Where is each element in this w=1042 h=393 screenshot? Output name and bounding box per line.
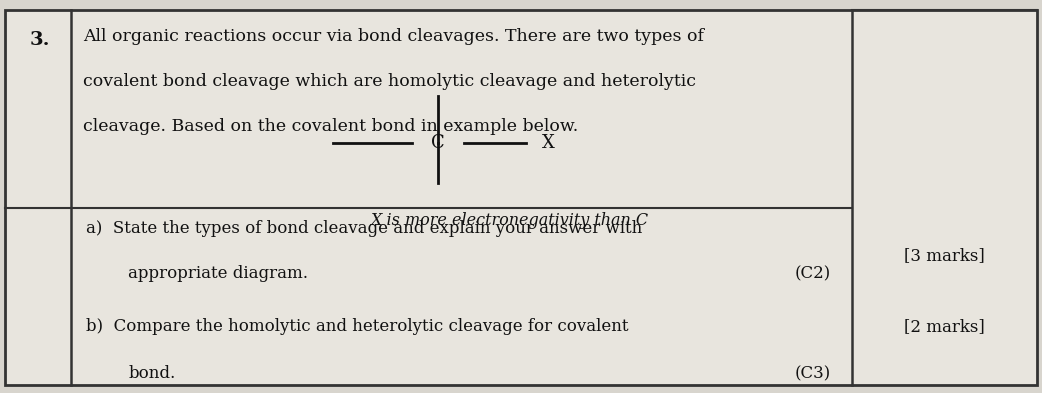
Text: a)  State the types of bond cleavage and explain your answer with: a) State the types of bond cleavage and … <box>86 220 643 237</box>
Text: All organic reactions occur via bond cleavages. There are two types of: All organic reactions occur via bond cle… <box>83 28 704 44</box>
Text: covalent bond cleavage which are homolytic cleavage and heterolytic: covalent bond cleavage which are homolyt… <box>83 73 696 90</box>
Text: (C3): (C3) <box>795 365 832 382</box>
Text: [3 marks]: [3 marks] <box>904 248 985 264</box>
Text: (C2): (C2) <box>795 265 832 282</box>
FancyBboxPatch shape <box>5 10 1037 385</box>
Text: C: C <box>430 134 445 152</box>
Text: cleavage. Based on the covalent bond in example below.: cleavage. Based on the covalent bond in … <box>83 118 578 135</box>
Text: bond.: bond. <box>128 365 175 382</box>
Text: appropriate diagram.: appropriate diagram. <box>128 265 308 282</box>
Text: X: X <box>542 134 554 152</box>
Text: [2 marks]: [2 marks] <box>904 318 985 335</box>
Text: b)  Compare the homolytic and heterolytic cleavage for covalent: b) Compare the homolytic and heterolytic… <box>86 318 629 335</box>
Text: X is more electronegativity than C: X is more electronegativity than C <box>370 212 648 229</box>
Text: 3.: 3. <box>29 31 50 50</box>
